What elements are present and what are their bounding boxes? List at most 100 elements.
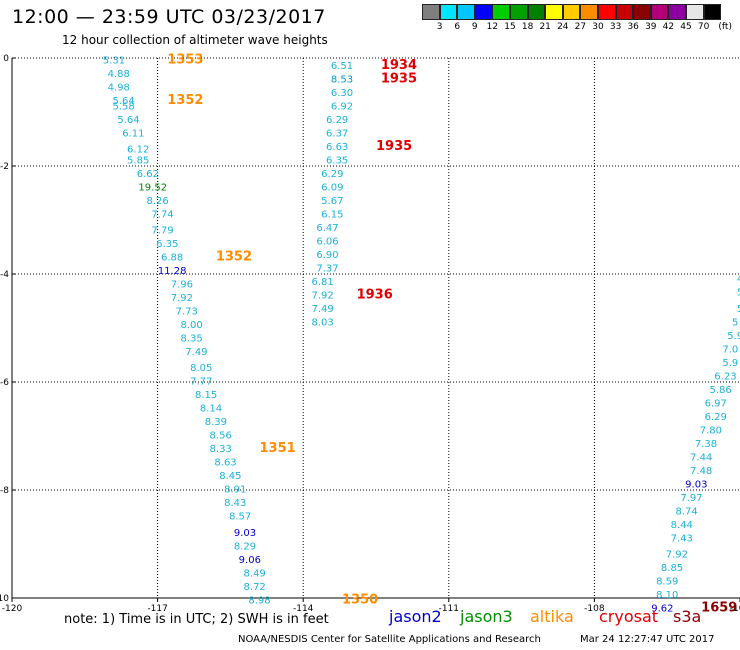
color-scale-label: 21	[539, 22, 551, 32]
swh-value: 9.62	[651, 604, 673, 615]
swh-value: 4.88	[108, 69, 130, 80]
color-scale-label: 15	[504, 22, 516, 32]
color-scale-label: 12	[486, 22, 499, 32]
y-tick-label: -8	[0, 486, 9, 496]
swh-value: 6.51	[331, 61, 353, 72]
x-tick-label: -108	[584, 604, 605, 614]
y-tick-label: -2	[0, 162, 9, 172]
swh-value: 6.29	[321, 169, 343, 180]
color-swatch	[509, 4, 528, 20]
swh-value: 6.92	[331, 101, 353, 112]
swh-value: 5.31	[103, 55, 125, 66]
swh-value: 4.98	[108, 82, 130, 93]
swh-value: 7.43	[671, 533, 693, 544]
x-tick-label: -114	[293, 604, 314, 614]
legend-jason3: jason3	[460, 607, 513, 626]
pass-time-label: 1935	[376, 139, 412, 154]
swh-value: 5	[732, 317, 738, 328]
swh-value: 5.64	[117, 115, 139, 126]
swh-value: 6.88	[161, 253, 183, 264]
pass-time-label: 1659	[701, 601, 737, 616]
color-swatch	[650, 4, 669, 20]
color-scale-label: 70	[697, 22, 710, 32]
color-scale-label: 42	[662, 22, 675, 32]
swh-value: 8.44	[671, 520, 693, 531]
swh-value: 6.15	[321, 209, 343, 220]
swh-value: 7.92	[666, 550, 688, 561]
swh-value: 7.0	[722, 344, 738, 355]
swh-value: 8.72	[244, 582, 266, 593]
swh-value: 6.30	[331, 88, 353, 99]
y-tick-label: -6	[0, 378, 9, 388]
pass-time-label: 1934	[381, 58, 417, 73]
page-title: 12:00 — 23:59 UTC 03/23/2017	[12, 6, 326, 28]
swh-value: 5.67	[321, 196, 343, 207]
swh-value: 6.63	[326, 142, 348, 153]
color-scale-label: 18	[521, 22, 534, 32]
swh-value: 5.86	[709, 385, 731, 396]
swh-value: 4	[737, 274, 740, 285]
swh-value: 8.35	[180, 334, 202, 345]
pass-time-label: 1352	[216, 250, 252, 265]
color-swatch	[492, 4, 510, 20]
swh-value: 7.79	[151, 226, 173, 237]
legend-altika: altika	[530, 607, 574, 626]
color-swatch	[422, 4, 440, 20]
swh-value: 8.59	[656, 577, 678, 588]
y-tick-label: 0	[3, 54, 9, 64]
swh-value: 8.05	[190, 363, 212, 374]
legend-jason2: jason2	[389, 607, 442, 626]
pass-time-label: 1350	[342, 592, 378, 607]
swh-value: 6.62	[137, 169, 159, 180]
footer-note: note: 1) Time is in UTC; 2) SWH is in fe…	[64, 612, 329, 627]
color-scale-label: 24	[557, 22, 569, 32]
swh-value: 8.29	[234, 541, 256, 552]
generation-timestamp: Mar 24 12:27:47 UTC 2017	[580, 634, 715, 645]
swh-value: 8.03	[311, 317, 333, 328]
color-swatch	[580, 4, 598, 20]
swh-value: 6.90	[316, 250, 338, 261]
legend-s3a: s3a	[673, 607, 702, 626]
color-swatch	[562, 4, 581, 20]
swh-value: 7.49	[185, 347, 207, 358]
color-swatch	[527, 4, 546, 20]
swh-value: 8.26	[146, 196, 168, 207]
pass-time-label: 1936	[357, 287, 393, 302]
swh-value: 7.92	[311, 290, 333, 301]
color-scale-label: 30	[592, 22, 604, 32]
color-scale-label: 39	[645, 22, 657, 32]
page-subtitle: 12 hour collection of altimeter wave hei…	[62, 33, 328, 47]
swh-value: 8.33	[210, 444, 232, 455]
color-swatch	[439, 4, 458, 20]
swh-value: 7.77	[190, 377, 212, 388]
swh-value: 5.85	[127, 155, 149, 166]
swh-value: 9.06	[239, 555, 261, 566]
swh-value: 8.85	[661, 563, 683, 574]
swh-value: 8.56	[210, 431, 232, 442]
swh-value: 7.44	[690, 452, 712, 463]
color-scale-label: 33	[609, 22, 622, 32]
y-tick-label: -4	[0, 270, 9, 280]
legend-cryosat: cryosat	[599, 607, 659, 626]
swh-value: 7.73	[176, 307, 198, 318]
swh-value: 7.38	[695, 439, 717, 450]
color-swatch	[685, 4, 704, 20]
swh-value: 7.48	[690, 466, 712, 477]
swh-value: 7.92	[171, 293, 193, 304]
swh-value: 8.74	[675, 506, 697, 517]
color-swatch	[545, 4, 563, 20]
swh-value: 6.37	[326, 128, 348, 139]
swh-value: 5.64	[112, 96, 134, 107]
swh-value: 7.96	[171, 280, 193, 291]
swh-value: 8.91	[224, 485, 246, 496]
color-scale-swatches	[422, 4, 722, 20]
swh-value: 6.35	[326, 155, 348, 166]
swh-value: 8.15	[195, 390, 217, 401]
pass-time-label: 1352	[167, 93, 203, 108]
color-swatch	[633, 4, 651, 20]
swh-value: 6.97	[705, 398, 727, 409]
color-swatch	[474, 4, 493, 20]
swh-value: 5	[737, 304, 740, 315]
swh-value: 7.49	[311, 304, 333, 315]
